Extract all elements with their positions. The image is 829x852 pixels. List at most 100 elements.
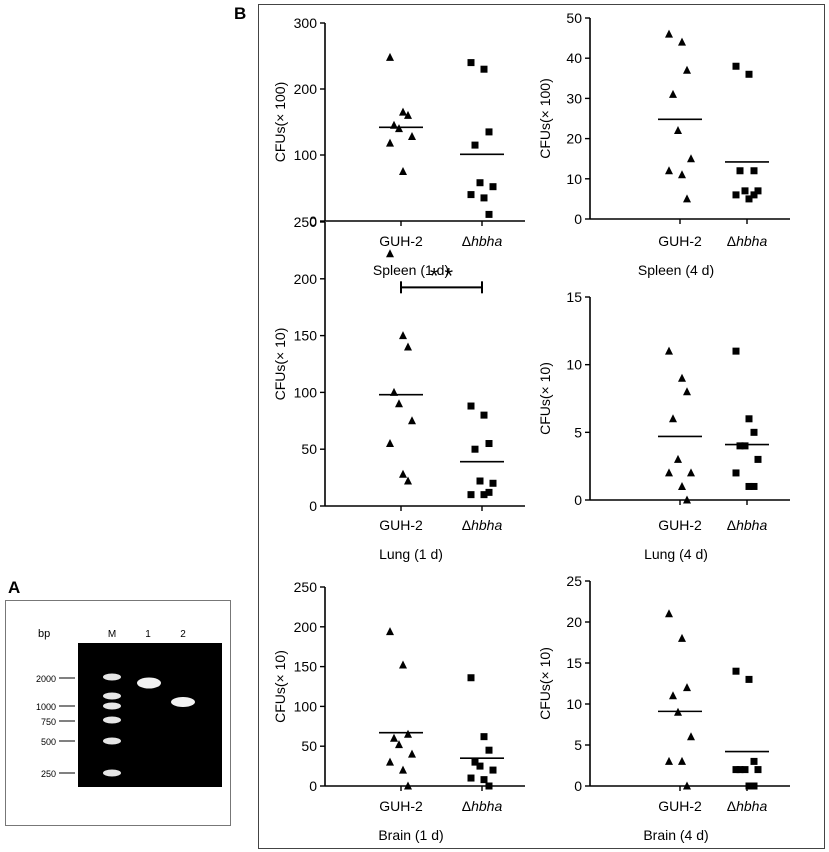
y-tick-label: 40 [566, 50, 582, 66]
data-point-square [736, 766, 744, 774]
gel-ladder-band [103, 673, 121, 681]
chart-title: Lung (1 d) [379, 546, 443, 562]
data-point-triangle [386, 627, 394, 636]
data-point-square [745, 782, 753, 790]
y-tick-label: 0 [574, 492, 582, 508]
data-point-square [467, 491, 475, 499]
data-point-square [741, 442, 749, 450]
chart-title: Spleen (1 d) [373, 262, 449, 278]
data-point-square [750, 428, 758, 436]
data-point-triangle [683, 683, 691, 692]
y-tick-label: 200 [294, 619, 318, 635]
data-point-triangle [386, 439, 394, 448]
gel-lane-label: M [108, 629, 116, 640]
y-tick-label: 50 [301, 441, 317, 457]
y-tick-label: 20 [566, 131, 582, 147]
data-point-triangle [669, 691, 677, 700]
y-axis-label: CFUs(× 10) [537, 647, 553, 720]
y-tick-label: 50 [301, 738, 317, 754]
panel-a-letter: A [8, 578, 21, 597]
y-tick-label: 0 [574, 211, 582, 227]
y-tick-label: 30 [566, 90, 582, 106]
data-point-square [485, 128, 493, 136]
data-point-square [750, 757, 758, 765]
data-point-square [471, 758, 479, 766]
data-point-square [732, 469, 740, 477]
y-tick-label: 25 [566, 573, 582, 589]
gel-ladder-band [103, 716, 121, 724]
data-point-square [732, 191, 740, 199]
data-point-square [741, 187, 749, 195]
y-tick-label: 200 [294, 81, 318, 97]
y-tick-label: 0 [309, 213, 317, 229]
chart-title: Spleen (4 d) [638, 262, 714, 278]
data-point-triangle [390, 733, 398, 742]
data-point-square [732, 347, 740, 355]
data-point-square [745, 195, 753, 203]
data-point-triangle [386, 138, 394, 147]
data-point-square [745, 70, 753, 78]
panel-b-frame [258, 4, 825, 849]
data-point-square [741, 766, 749, 774]
y-tick-label: 100 [294, 698, 318, 714]
gel-marker-label: 250 [41, 769, 56, 779]
data-point-square [467, 674, 475, 682]
gel-lane2-band [171, 697, 195, 707]
data-point-triangle [386, 757, 394, 766]
data-point-triangle [683, 65, 691, 74]
data-point-triangle [386, 52, 394, 61]
chart-1: 0 100 200 300 GUH-2 Δhbha CFUs(× 100) Spleen (1… [272, 15, 525, 278]
y-tick-label: 100 [294, 147, 318, 163]
data-point-triangle [665, 166, 673, 175]
data-point-triangle [678, 373, 686, 382]
data-point-triangle [399, 660, 407, 669]
data-point-triangle [404, 781, 412, 790]
data-point-triangle [665, 609, 673, 618]
data-point-square [480, 194, 488, 202]
data-point-square [485, 746, 493, 754]
y-tick-label: 50 [566, 10, 582, 26]
data-point-square [467, 774, 475, 782]
data-point-triangle [687, 732, 695, 741]
x-tick-label: GUH-2 [658, 517, 702, 533]
gel-ladder-band [103, 702, 121, 710]
gel-marker-label: 2000 [36, 674, 56, 684]
y-tick-label: 250 [294, 579, 318, 595]
y-tick-label: 250 [294, 214, 318, 230]
data-point-square [489, 479, 497, 487]
x-tick-label: GUH-2 [658, 233, 702, 249]
data-point-triangle [669, 414, 677, 423]
data-point-square [750, 167, 758, 175]
data-point-triangle [395, 124, 403, 133]
data-point-triangle [683, 194, 691, 203]
y-tick-label: 0 [309, 498, 317, 514]
y-axis-label: CFUs(× 100) [272, 82, 288, 163]
chart-title: Brain (1 d) [378, 827, 443, 843]
data-point-triangle [683, 495, 691, 504]
y-tick-label: 150 [294, 328, 318, 344]
data-point-triangle [665, 29, 673, 38]
gel-marker-label: 750 [41, 717, 56, 727]
significance-label: * * [430, 263, 454, 288]
data-point-triangle [678, 756, 686, 765]
y-tick-label: 0 [574, 778, 582, 794]
y-tick-label: 150 [294, 659, 318, 675]
data-point-square [476, 477, 484, 485]
y-tick-label: 20 [566, 614, 582, 630]
y-tick-label: 10 [566, 171, 582, 187]
data-point-square [745, 675, 753, 683]
data-point-square [480, 65, 488, 73]
chart-2: 0 10 20 30 40 50 GUH-2 Δhbha CFUs(× 100) Spleen (… [537, 10, 790, 278]
gel-lane1-band [137, 677, 161, 689]
gel-marker-label: 500 [41, 737, 56, 747]
x-tick-label: Δhbha [462, 798, 503, 814]
y-tick-label: 200 [294, 271, 318, 287]
gel-marker-label: 1000 [36, 702, 56, 712]
x-tick-label: GUH-2 [379, 798, 423, 814]
chart-title: Brain (4 d) [643, 827, 708, 843]
data-point-triangle [404, 729, 412, 738]
data-point-triangle [665, 756, 673, 765]
gel-ladder-band [103, 769, 121, 777]
x-tick-label: Δhbha [727, 517, 768, 533]
data-point-square [485, 440, 493, 448]
